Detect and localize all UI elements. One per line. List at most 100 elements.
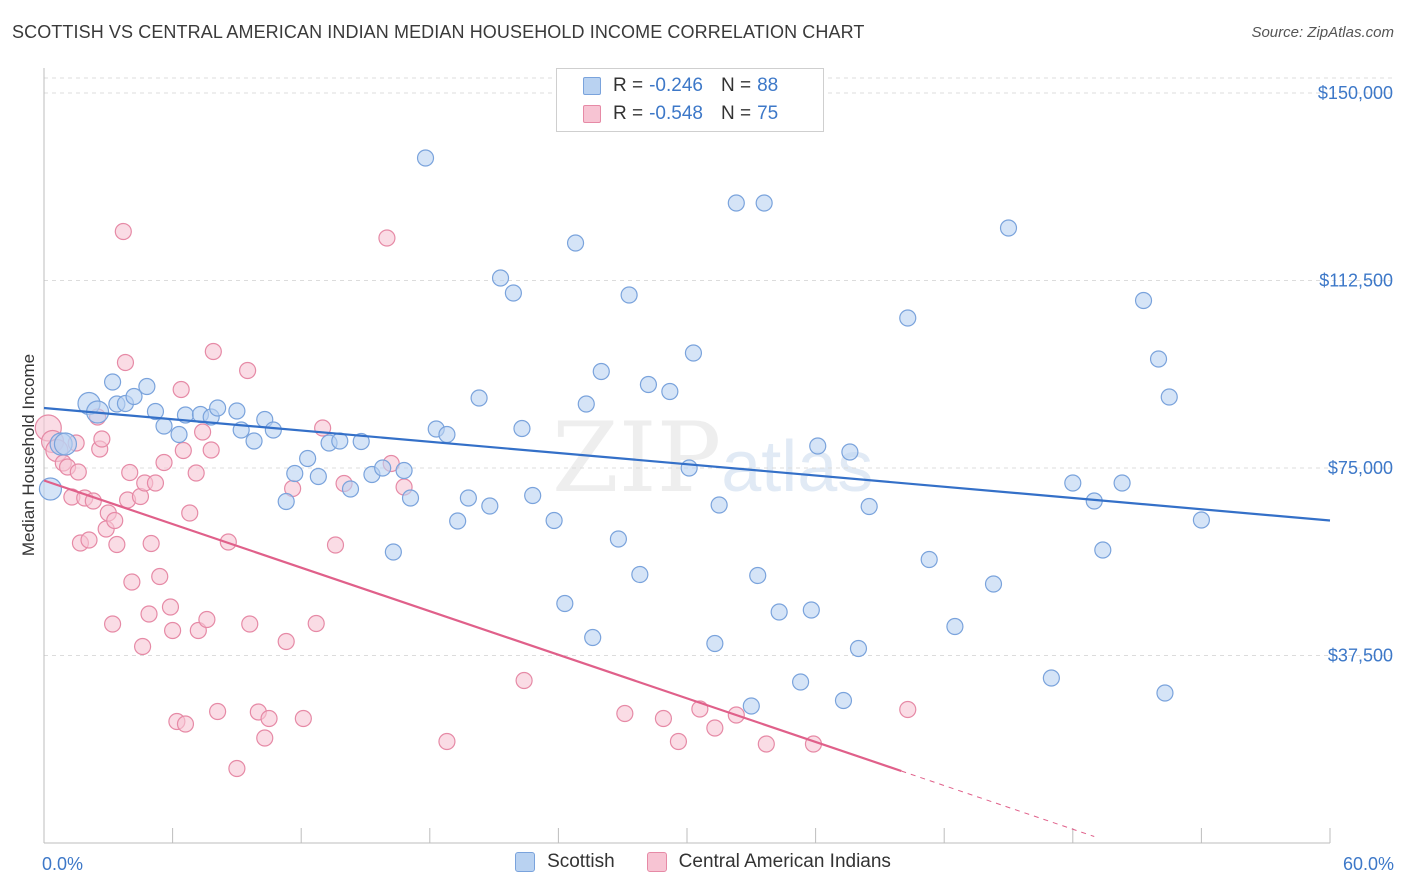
- legend-n-label: N =: [720, 75, 752, 96]
- legend-n-value: 88: [757, 75, 779, 96]
- watermark-atlas: atlas: [721, 427, 874, 507]
- point-central-american-indians: [277, 632, 295, 651]
- point-central-american-indians: [194, 423, 212, 441]
- point-scottish: [860, 497, 878, 516]
- point-scottish: [631, 565, 649, 584]
- point-scottish: [592, 362, 610, 381]
- point-central-american-indians: [209, 702, 227, 721]
- correlation-legend: R = -0.246 N = 88 R = -0.548 N = 75: [556, 68, 824, 132]
- point-scottish: [946, 617, 964, 636]
- point-scottish: [1064, 474, 1082, 492]
- point-scottish: [481, 497, 499, 515]
- point-central-american-indians: [155, 453, 173, 472]
- legend-row-scottish: R = -0.246 N = 88: [583, 73, 778, 99]
- legend-row-central-american-indians: R = -0.548 N = 75: [583, 101, 778, 127]
- legend-n-value: 75: [757, 103, 779, 124]
- point-scottish: [545, 511, 563, 530]
- point-scottish: [125, 387, 143, 406]
- point-central-american-indians: [204, 342, 222, 361]
- point-central-american-indians: [103, 615, 122, 633]
- y-tick-label: $37,500: [1328, 646, 1393, 666]
- point-scottish: [513, 419, 531, 438]
- point-central-american-indians: [757, 735, 775, 753]
- point-central-american-indians: [202, 441, 220, 459]
- point-central-american-indians: [241, 615, 259, 633]
- point-scottish: [661, 382, 679, 401]
- point-scottish: [791, 673, 810, 691]
- point-scottish: [286, 464, 304, 483]
- point-central-american-indians: [654, 709, 673, 728]
- legend-r-label: R =: [613, 103, 644, 124]
- point-scottish: [755, 194, 773, 212]
- point-scottish: [170, 425, 188, 444]
- point-scottish: [299, 449, 317, 468]
- legend-swatch-central-american-indians: [583, 105, 601, 123]
- point-scottish: [438, 425, 456, 444]
- point-central-american-indians: [256, 729, 274, 747]
- point-scottish: [1149, 350, 1168, 368]
- trend-line-scottish: [43, 406, 1331, 522]
- point-central-american-indians: [114, 222, 132, 241]
- point-scottish: [849, 639, 868, 658]
- legend-item-scottish[interactable]: Scottish: [515, 851, 615, 873]
- point-scottish: [384, 543, 402, 561]
- point-central-american-indians: [228, 759, 246, 778]
- point-central-american-indians: [161, 598, 180, 616]
- point-scottish: [1134, 291, 1153, 310]
- trend-line-central-american-indians: [43, 479, 902, 773]
- point-central-american-indians: [172, 380, 190, 399]
- legend-label-scottish: Scottish: [547, 851, 615, 872]
- point-scottish: [228, 402, 246, 420]
- point-scottish: [38, 477, 63, 501]
- point-central-american-indians: [326, 536, 345, 554]
- point-central-american-indians: [294, 709, 312, 728]
- point-scottish: [706, 634, 724, 653]
- point-scottish: [577, 395, 595, 413]
- point-scottish: [449, 512, 467, 530]
- point-scottish: [277, 492, 295, 511]
- point-central-american-indians: [142, 534, 160, 553]
- point-scottish: [341, 480, 360, 498]
- point-scottish: [1113, 474, 1131, 492]
- point-scottish: [809, 437, 827, 455]
- point-scottish: [416, 149, 435, 167]
- legend-item-central-american-indians[interactable]: Central American Indians: [646, 851, 891, 873]
- point-central-american-indians: [93, 430, 111, 448]
- point-central-american-indians: [121, 463, 139, 482]
- point-scottish: [1160, 388, 1178, 406]
- series-central-american-indians: [34, 222, 917, 778]
- point-central-american-indians: [669, 732, 688, 751]
- legend-swatch-scottish: [515, 852, 536, 872]
- point-scottish: [584, 628, 602, 647]
- legend-n-label: N =: [720, 103, 752, 124]
- point-central-american-indians: [239, 361, 257, 380]
- point-scottish: [639, 375, 658, 394]
- point-scottish: [524, 486, 542, 505]
- point-scottish: [155, 417, 173, 435]
- point-scottish: [103, 373, 122, 391]
- point-scottish: [459, 489, 477, 507]
- point-scottish: [727, 194, 745, 212]
- point-central-american-indians: [198, 610, 216, 629]
- chart-title: SCOTTISH VS CENTRAL AMERICAN INDIAN MEDI…: [12, 22, 865, 42]
- point-central-american-indians: [174, 441, 192, 460]
- y-tick-label: $112,500: [1319, 271, 1393, 291]
- legend-r-value: -0.548: [649, 103, 703, 124]
- point-central-american-indians: [151, 567, 169, 586]
- point-scottish: [684, 344, 703, 362]
- point-central-american-indians: [515, 671, 533, 690]
- watermark: ZIPatlas: [552, 402, 873, 514]
- point-scottish: [620, 286, 638, 304]
- legend-swatch-central-american-indians: [646, 852, 667, 872]
- point-scottish: [899, 309, 917, 327]
- trend-lines: [43, 406, 1331, 837]
- point-central-american-indians: [133, 637, 152, 656]
- point-scottish: [53, 432, 78, 456]
- point-central-american-indians: [899, 700, 917, 719]
- point-scottish: [395, 461, 413, 480]
- point-central-american-indians: [307, 614, 325, 633]
- point-scottish: [770, 603, 788, 621]
- point-scottish: [566, 234, 585, 252]
- x-tick-label-max: 60.0%: [1343, 854, 1394, 874]
- point-central-american-indians: [164, 621, 182, 640]
